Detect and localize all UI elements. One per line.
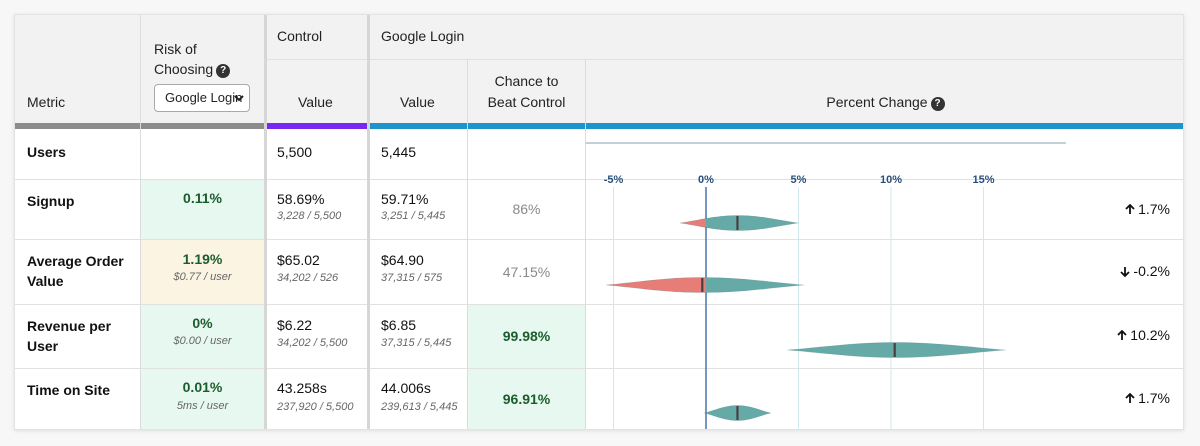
percent-change-header: Percent Change? — [586, 94, 1183, 111]
control-value: $6.22 — [277, 317, 313, 333]
variant-value: $64.90 — [381, 252, 424, 268]
control-value-header: Value — [298, 94, 333, 110]
percent-change-value: -0.2% — [1133, 263, 1170, 279]
violin-gain — [706, 215, 799, 231]
control-value: 43.258s — [277, 380, 327, 396]
percent-change: 1.7% — [1125, 390, 1170, 406]
metric-bar — [15, 123, 141, 129]
chance-value: 86% — [512, 201, 541, 217]
arrow-down-icon — [1120, 267, 1131, 278]
risk-cell-bg — [141, 304, 264, 368]
metric-name-line2: User — [27, 338, 59, 354]
arrow-up-icon — [1125, 203, 1135, 214]
metric-name: Time on Site — [27, 382, 110, 398]
risk-bar — [141, 123, 264, 129]
control-sub: 34,202 / 5,500 — [277, 337, 348, 349]
risk-sub: $0.00 / user — [173, 335, 232, 347]
risk-sub: 5ms / user — [176, 400, 229, 412]
control-sub: 3,228 / 5,500 — [277, 210, 342, 222]
results-table: Metric Risk of Choosing? Google Login Co… — [14, 14, 1184, 430]
risk-cell-bg — [141, 239, 264, 304]
variant-bar — [370, 123, 1183, 129]
percent-change: 10.2% — [1117, 327, 1170, 343]
chance-header-line1: Chance to — [494, 73, 559, 89]
violin-gain — [787, 342, 1006, 358]
risk-value: 0.11% — [183, 190, 222, 206]
control-value: 5,500 — [277, 144, 313, 160]
violin-gain — [706, 277, 805, 293]
metric-name: Revenue per — [27, 318, 112, 334]
risk-header: Choosing? — [154, 61, 231, 78]
control-value: 58.69% — [277, 191, 325, 207]
risk-value: 0% — [192, 315, 213, 331]
control-header: Control — [277, 28, 323, 44]
metric-name: Average Order — [27, 253, 124, 269]
variant-sub: 37,315 / 5,445 — [381, 337, 452, 349]
chance-header-line2: Beat Control — [487, 94, 566, 110]
metric-name: Signup — [27, 193, 75, 209]
variant-value-header: Value — [400, 94, 435, 110]
risk-variant-select-value: Google Login — [165, 90, 243, 105]
control-sub: 237,920 / 5,500 — [277, 401, 354, 413]
risk-value: 0.01% — [182, 379, 223, 395]
chance-cell-bg — [468, 368, 585, 429]
violin-outline — [680, 215, 799, 231]
risk-value: 1.19% — [182, 251, 223, 267]
arrow-up-icon — [1125, 392, 1135, 403]
metric-header: Metric — [27, 94, 66, 110]
percent-change-value: 1.7% — [1138, 201, 1170, 217]
variant-header: Google Login — [381, 28, 465, 44]
violin-loss — [680, 218, 706, 228]
risk-cell-bg — [141, 179, 264, 239]
variant-sub: 37,315 / 575 — [381, 272, 443, 284]
percent-change-label: Percent Change — [826, 94, 928, 110]
risk-variant-select[interactable]: Google Login — [154, 84, 250, 112]
risk-header-line2: Choosing — [154, 61, 214, 77]
control-value: $65.02 — [277, 252, 320, 268]
variant-sub: 239,613 / 5,445 — [381, 401, 458, 413]
metric-name-line2: Value — [27, 273, 64, 289]
chance-value: 99.98% — [502, 328, 551, 344]
violin-outline — [704, 405, 771, 421]
variant-sub: 3,251 / 5,445 — [381, 210, 446, 222]
axis-tick-label: -5% — [604, 174, 624, 186]
control-sub: 34,202 / 526 — [277, 272, 339, 284]
variant-value: 44.006s — [381, 380, 431, 396]
risk-header-line1: Risk of — [154, 41, 197, 57]
chance-cell-bg — [468, 304, 585, 368]
risk-cell-bg — [141, 368, 264, 429]
variant-value: 59.71% — [381, 191, 429, 207]
variant-value: 5,445 — [381, 144, 417, 160]
percent-change: 1.7% — [1125, 201, 1170, 217]
percent-change-value: 1.7% — [1138, 390, 1170, 406]
chance-value: 96.91% — [502, 391, 551, 407]
axis-tick-label: 5% — [791, 174, 807, 186]
help-icon[interactable]: ? — [216, 64, 231, 78]
risk-sub: $0.77 / user — [173, 271, 232, 283]
chance-value: 47.15% — [502, 264, 551, 280]
violin-loss — [606, 277, 706, 293]
percent-change-value: 10.2% — [1130, 327, 1170, 343]
axis-tick-label: 10% — [880, 174, 902, 186]
chevron-down-icon — [234, 95, 244, 102]
help-icon[interactable]: ? — [930, 97, 945, 111]
percent-change: -0.2% — [1120, 263, 1170, 279]
control-bar — [267, 123, 367, 129]
axis-tick-label: 15% — [972, 174, 994, 186]
arrow-up-icon — [1117, 329, 1127, 340]
variant-value: $6.85 — [381, 317, 417, 333]
violin-outline — [606, 277, 805, 293]
violin-loss — [704, 412, 706, 414]
metric-name: Users — [27, 144, 66, 160]
axis-tick-label: 0% — [698, 174, 714, 186]
percent-change-plot: -5% 0% 5% 10% 15% — [586, 142, 1066, 429]
violin-outline — [787, 342, 1006, 358]
